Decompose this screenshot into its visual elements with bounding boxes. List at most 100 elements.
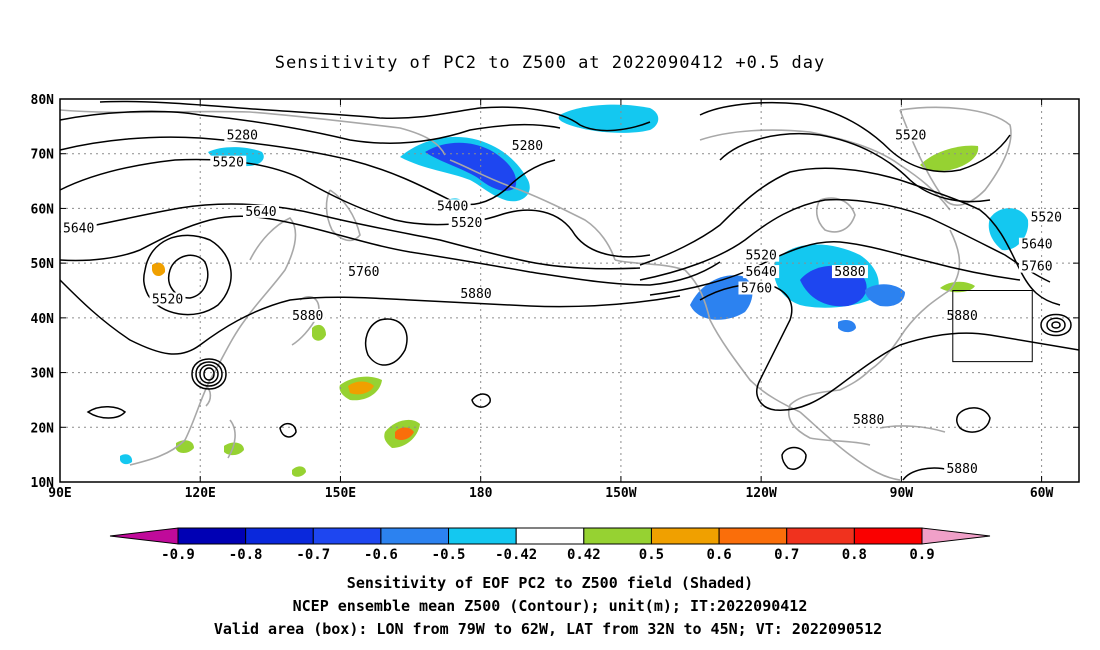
contour-label: 5400 — [437, 199, 468, 214]
shade-positive-nwpac-1b — [348, 381, 374, 395]
contour-label-bg — [289, 308, 326, 322]
map-panel: 5280528055205520540055205640564055205760… — [31, 93, 1080, 501]
contour-label: 5520 — [451, 216, 482, 231]
lat-label: 70N — [31, 148, 55, 163]
contour-label: 5520 — [1031, 210, 1062, 225]
shade-positive-china-3 — [292, 466, 306, 477]
valid-area-box — [952, 290, 1033, 363]
colorbar-label: 0.5 — [639, 547, 664, 563]
shade-negative-scs — [120, 454, 133, 465]
contour-label: 5760 — [1021, 260, 1052, 275]
colorbar-swatch — [650, 527, 720, 545]
lon-label: 150W — [605, 486, 636, 501]
colorbar-swatch — [245, 527, 314, 545]
caption-line-1: Sensitivity of EOF PC2 to Z500 field (Sh… — [347, 574, 753, 592]
contour-5760-west — [59, 215, 721, 286]
contour-label-bg — [345, 265, 382, 279]
contour-5880-south-1 — [86, 406, 127, 419]
z500-contours — [59, 100, 1080, 481]
coast-philippines — [227, 419, 236, 459]
shade-gulf-spot — [838, 320, 856, 333]
contour-5760-east — [649, 241, 1021, 296]
contour-label-bg — [224, 128, 261, 142]
colorbar-swatch — [786, 527, 855, 545]
colorbar-label: -0.5 — [432, 547, 466, 563]
shade-positive-china-2 — [224, 442, 244, 456]
colorbar-label: 0.7 — [774, 547, 799, 563]
colorbar-swatch — [177, 527, 247, 545]
colorbar-label: -0.9 — [161, 547, 195, 563]
contour-label: 5280 — [512, 139, 543, 154]
shade-positive-siberia — [152, 262, 166, 277]
contour-label-bg — [831, 265, 868, 279]
lon-label: 60W — [1030, 486, 1054, 501]
lon-label: 90W — [890, 486, 914, 501]
colorbar-swatch — [448, 527, 517, 545]
contour-label: 5880 — [853, 413, 884, 428]
lon-label: 150E — [325, 486, 356, 501]
contour-label-bg — [1028, 210, 1065, 224]
contour-label-bg — [1018, 259, 1055, 273]
colorbar-swatch — [853, 527, 923, 545]
contour-5520-low — [168, 254, 209, 299]
shade-positive-japan — [312, 324, 326, 341]
contour-label: 5280 — [227, 128, 258, 143]
contour-5880-cutoff — [364, 318, 408, 366]
contour-label-bg — [210, 155, 247, 169]
colorbar-label: -0.8 — [229, 547, 263, 563]
contour-typhoon-4 — [191, 358, 227, 390]
longitude-labels: 90E 120E 150E 180 150W 120W 90W 60W — [48, 486, 1053, 501]
latitude-labels: 80N 70N 60N 50N 40N 30N 20N 10N — [31, 93, 55, 491]
contour-atl-low-3 — [1040, 313, 1072, 337]
contour-label: 5760 — [741, 282, 772, 297]
contour-5640-low — [143, 234, 232, 316]
colorbar-swatch — [718, 527, 788, 545]
coast-greenland — [899, 106, 1012, 206]
shade-great-lakes — [865, 284, 905, 307]
contour-label: 5880 — [834, 265, 865, 280]
contour-5280-upper — [99, 100, 651, 132]
coast-gulf — [788, 389, 871, 446]
contour-5880-south-4 — [781, 446, 807, 470]
contour-label: 5880 — [946, 462, 977, 477]
contour-label-bg — [944, 462, 981, 476]
contour-label: 5880 — [292, 309, 323, 324]
coast-nw-america — [614, 259, 801, 413]
colorbar-label: -0.7 — [296, 547, 330, 563]
tick-marks — [59, 98, 1079, 483]
colorbar-swatch — [109, 527, 179, 545]
contour-label: 5640 — [245, 205, 276, 220]
contour-5880-south-2 — [279, 422, 297, 438]
colorbar-swatch — [921, 527, 991, 545]
colorbar-label: 0.42 — [567, 547, 601, 563]
lon-label: 120W — [745, 486, 776, 501]
contour-label-bg — [149, 292, 186, 306]
shade-positive-maritimes — [940, 281, 975, 293]
lat-label: 30N — [31, 367, 55, 382]
contour-label-bg — [458, 286, 495, 300]
contour-label-bg — [743, 265, 780, 279]
contour-5640-east — [639, 198, 1051, 283]
contour-label-bg — [850, 412, 887, 426]
contour-typhoon-1 — [203, 367, 215, 381]
contour-5880-south-3 — [471, 393, 491, 408]
caption-line-2: NCEP ensemble mean Z500 (Contour); unit(… — [293, 597, 808, 615]
lat-label: 50N — [31, 257, 55, 272]
contour-label-bg — [448, 215, 485, 229]
contour-label: 5520 — [745, 249, 776, 264]
coast-canada-arctic — [699, 129, 951, 211]
contour-5400-west — [59, 136, 556, 206]
colorbar-label: 0.9 — [909, 547, 934, 563]
lon-label: 90E — [48, 486, 71, 501]
lat-label: 80N — [31, 93, 55, 108]
contour-label-bg — [509, 139, 546, 153]
contour-label: 5760 — [348, 265, 379, 280]
contour-label-bg — [60, 221, 97, 235]
colorbar-label: 0.6 — [706, 547, 731, 563]
contour-label-bg — [738, 281, 775, 295]
contour-5880-west — [59, 279, 681, 355]
colorbar: -0.9 -0.8 -0.7 -0.6 -0.5 -0.42 0.42 0.5 0.6 0.7 0.… — [109, 527, 991, 563]
caption-line-3: Valid area (box): LON from 79W to 62W, L… — [214, 620, 882, 638]
contour-arctic-east-2 — [719, 132, 991, 203]
